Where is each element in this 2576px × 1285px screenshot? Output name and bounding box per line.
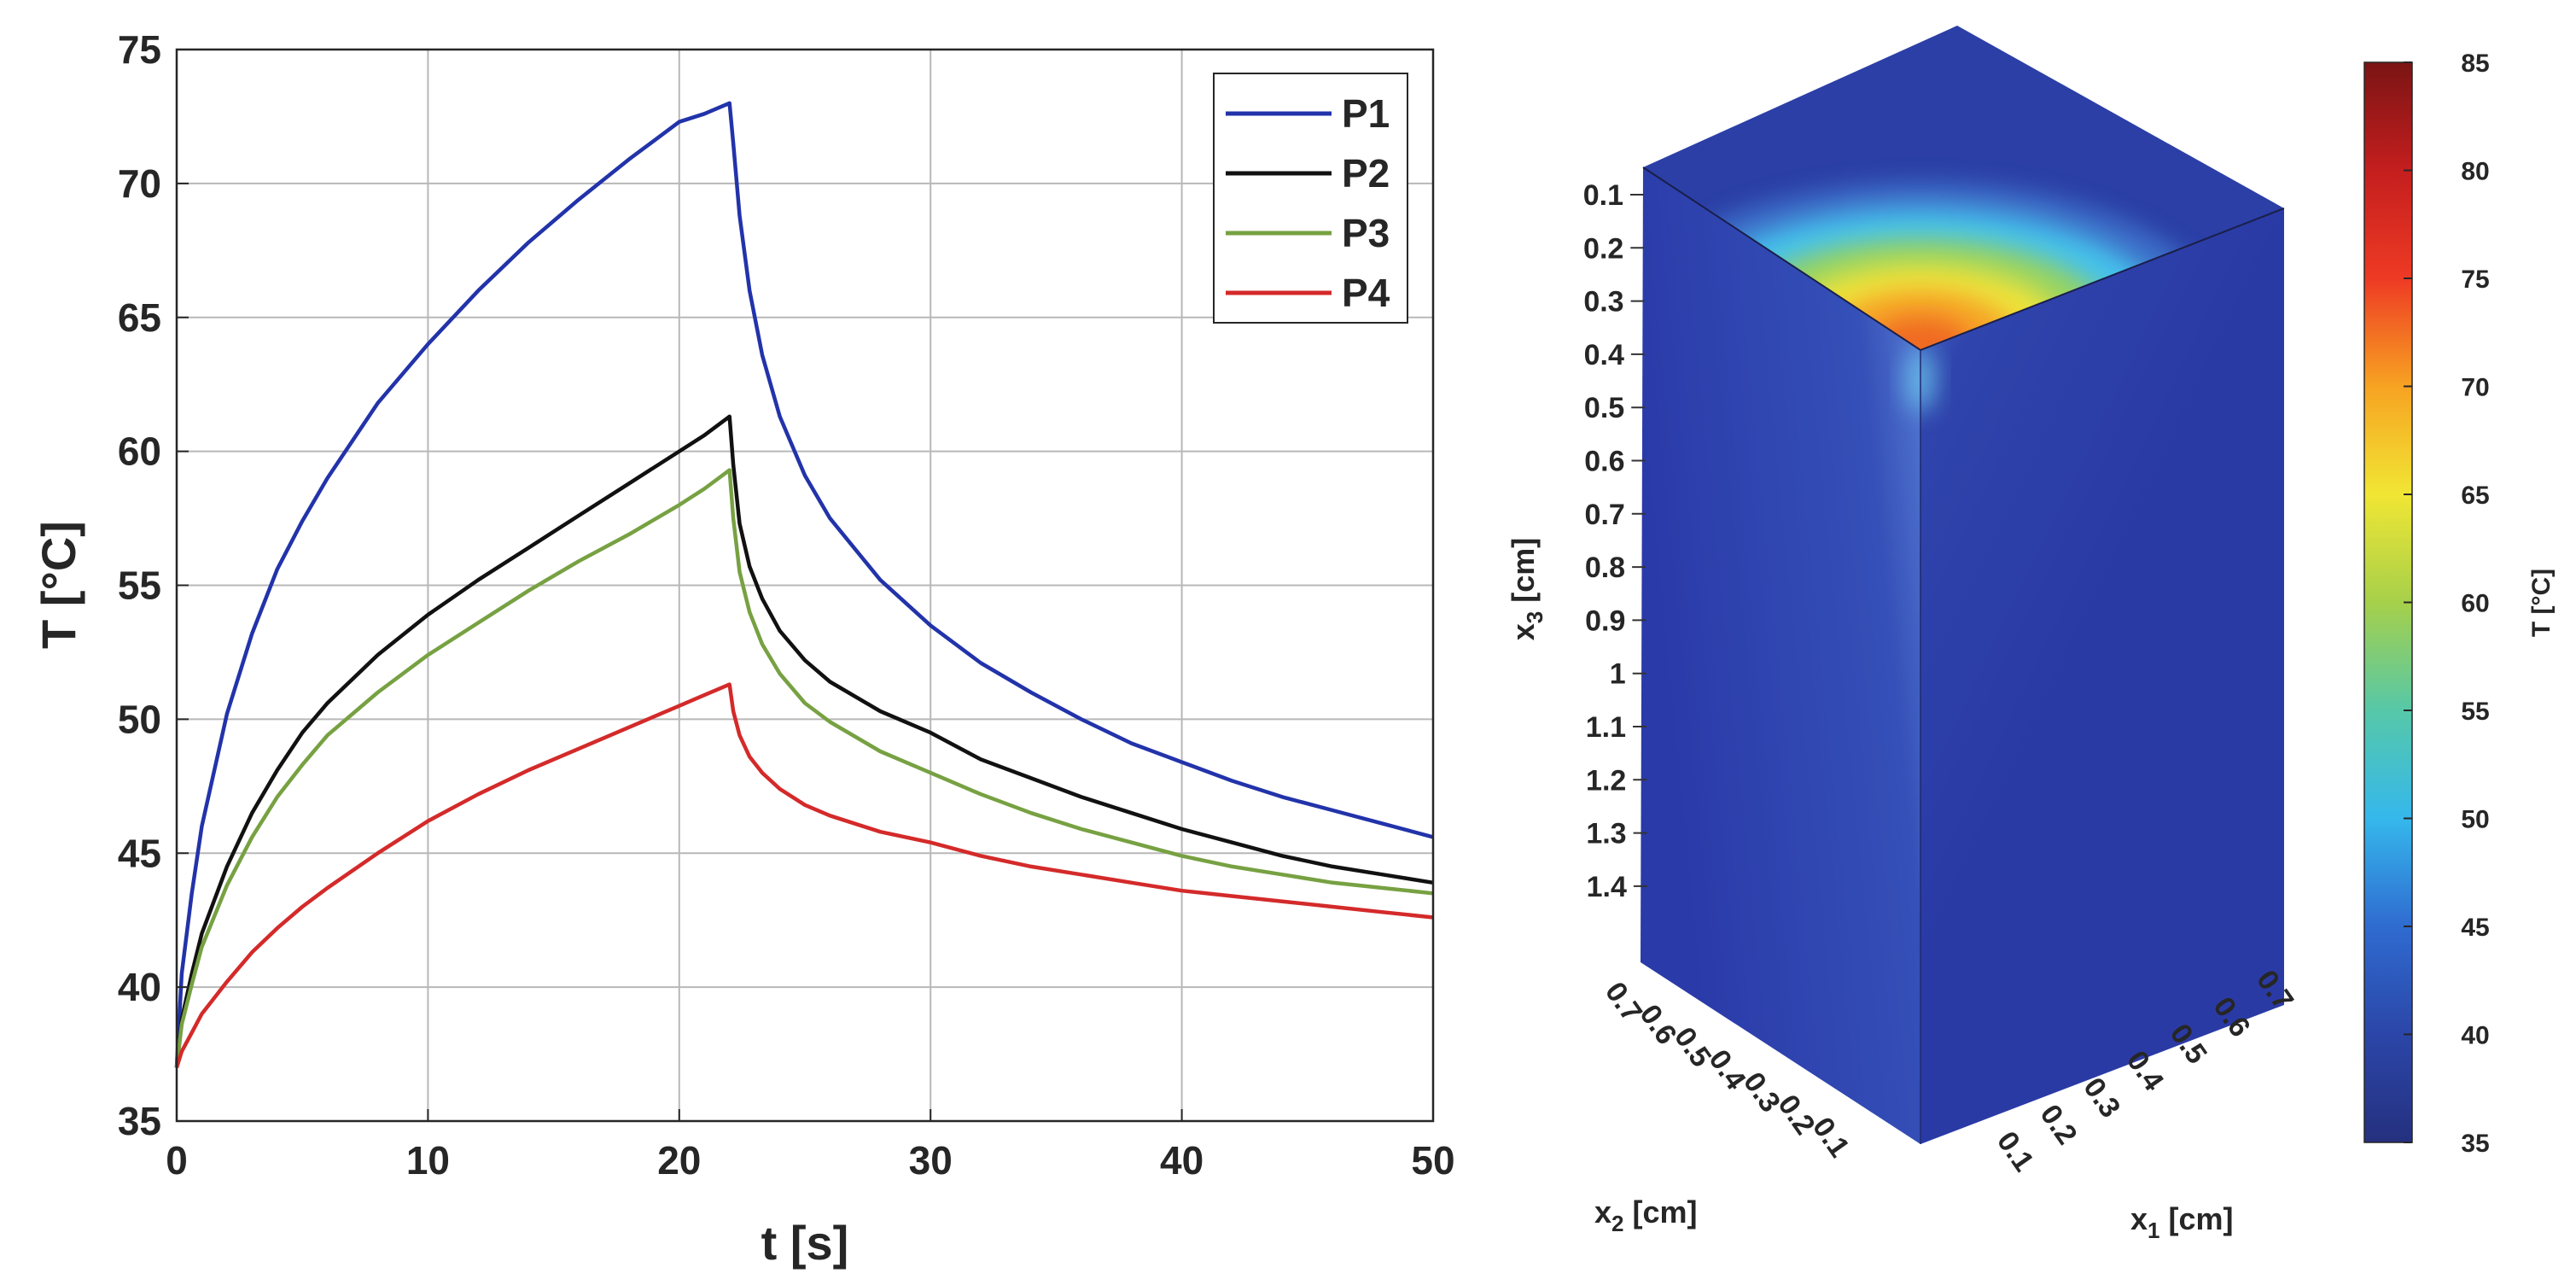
y-tick-label: 45 — [118, 831, 161, 875]
colorbar-tick-label: 70 — [2461, 374, 2489, 402]
legend-label-p1: P1 — [1342, 91, 1390, 136]
x3-tick-label: 1 — [1610, 658, 1626, 691]
y-tick-label: 40 — [118, 965, 161, 1009]
x1-label-unit: [cm] — [2160, 1201, 2234, 1236]
x3-label-unit: [cm] — [1506, 538, 1541, 611]
colorbar-tick-label: 40 — [2461, 1022, 2489, 1050]
x3-tick-label: 1.4 — [1587, 871, 1627, 903]
colorbar-tick-label: 75 — [2461, 266, 2489, 294]
x-tick-label: 0 — [166, 1138, 188, 1183]
colorbar-tick-label: 60 — [2461, 590, 2489, 618]
x3-tick-label: 0.3 — [1583, 286, 1623, 318]
x2-label-unit: [cm] — [1624, 1194, 1698, 1230]
colorbar-tick-label: 65 — [2461, 482, 2489, 510]
x1-tick-label: 0.1 — [1990, 1125, 2040, 1177]
x3-tick-label: 0.5 — [1584, 392, 1624, 424]
colorbar-tick-label: 80 — [2461, 158, 2489, 186]
x-tick-label: 30 — [909, 1138, 953, 1183]
temperature-field-3d: 0.10.20.30.40.50.60.70.80.911.11.21.31.4… — [1506, 26, 2299, 1243]
series-line-p4 — [174, 682, 1434, 1068]
colorbar-label: T [°C] — [2527, 569, 2556, 637]
x3-tick-label: 0.9 — [1585, 605, 1625, 637]
colorbar-tick-label: 55 — [2461, 698, 2489, 726]
x3-tick-label: 0.8 — [1585, 552, 1625, 584]
y-axis-label: T [°C] — [32, 521, 85, 649]
x3-tick-label: 0.2 — [1583, 232, 1623, 265]
x3-label-sub: 3 — [1522, 611, 1547, 623]
x-tick-labels: 0 10 20 30 40 50 — [166, 1109, 1455, 1183]
x3-tick-label: 0.7 — [1585, 499, 1625, 531]
x1-axis-label: x1 [cm] — [2130, 1201, 2234, 1243]
series-line-p2 — [174, 414, 1434, 1068]
colorbar: 85 80 75 70 65 60 55 50 45 40 35 T [°C] — [2363, 50, 2556, 1158]
y-tick-label: 55 — [118, 564, 161, 608]
x2-tick-labels: 0.70.60.50.40.30.20.1 — [1599, 976, 1856, 1163]
block-left-face — [1641, 167, 1920, 1144]
colorbar-tick-label: 35 — [2461, 1130, 2489, 1158]
x2-label-sub: 2 — [1611, 1211, 1623, 1236]
x3-label-main: x — [1506, 623, 1541, 640]
x3-tick-label: 0.4 — [1584, 339, 1624, 371]
x3-tick-label: 1.1 — [1586, 711, 1626, 744]
x1-label-sub: 1 — [2148, 1218, 2159, 1243]
colorbar-tick-label: 45 — [2461, 914, 2489, 942]
x1-tick-label: 0.2 — [2034, 1099, 2084, 1151]
y-tick-label: 60 — [118, 429, 161, 474]
x-tick-label: 20 — [657, 1138, 701, 1183]
legend-label-p3: P3 — [1342, 211, 1390, 255]
x3-tick-label: 0.6 — [1584, 446, 1624, 478]
series-line-p1 — [174, 101, 1434, 1068]
x3-tick-label: 1.3 — [1586, 818, 1626, 850]
x2-label-main: x — [1594, 1194, 1611, 1230]
block-right-face — [1920, 208, 2284, 1144]
x3-tick-labels: 0.1 0.2 0.3 0.4 0.5 0.6 0.7 0.8 0.9 1 1.1 1.2 1.3 1.4 — [1583, 179, 1647, 903]
x-tick-label: 40 — [1160, 1138, 1203, 1183]
y-tick-label: 75 — [118, 27, 161, 72]
x-axis-label: t [s] — [761, 1216, 849, 1270]
y-tick-label: 70 — [118, 161, 161, 206]
y-tick-label: 65 — [118, 295, 161, 340]
x3-axis-label: x3 [cm] — [1506, 538, 1547, 641]
colorbar-tick-label: 50 — [2461, 806, 2489, 834]
colorbar-ticks: 85 80 75 70 65 60 55 50 45 40 35 — [2404, 50, 2490, 1158]
x1-label-main: x — [2130, 1201, 2148, 1236]
legend-label-p2: P2 — [1342, 151, 1390, 196]
x3-tick-label: 1.2 — [1586, 764, 1626, 797]
series-lines — [174, 101, 1434, 1068]
x-tick-label: 50 — [1411, 1138, 1454, 1183]
temperature-line-chart: 0 10 20 30 40 50 35 40 45 50 55 60 65 70 75 t [s] T [… — [32, 27, 1455, 1270]
series-line-p3 — [174, 468, 1434, 1068]
legend: P1 P2 P3 P4 — [1213, 73, 1408, 324]
x-tick-label: 10 — [406, 1138, 450, 1183]
colorbar-tick-label: 85 — [2461, 50, 2489, 78]
legend-label-p4: P4 — [1342, 271, 1390, 315]
y-tick-label: 50 — [118, 697, 161, 741]
x2-axis-label: x2 [cm] — [1594, 1194, 1698, 1236]
y-tick-labels: 35 40 45 50 55 60 65 70 75 — [118, 27, 189, 1143]
x3-tick-label: 0.1 — [1583, 179, 1623, 212]
y-tick-label: 35 — [118, 1099, 161, 1143]
